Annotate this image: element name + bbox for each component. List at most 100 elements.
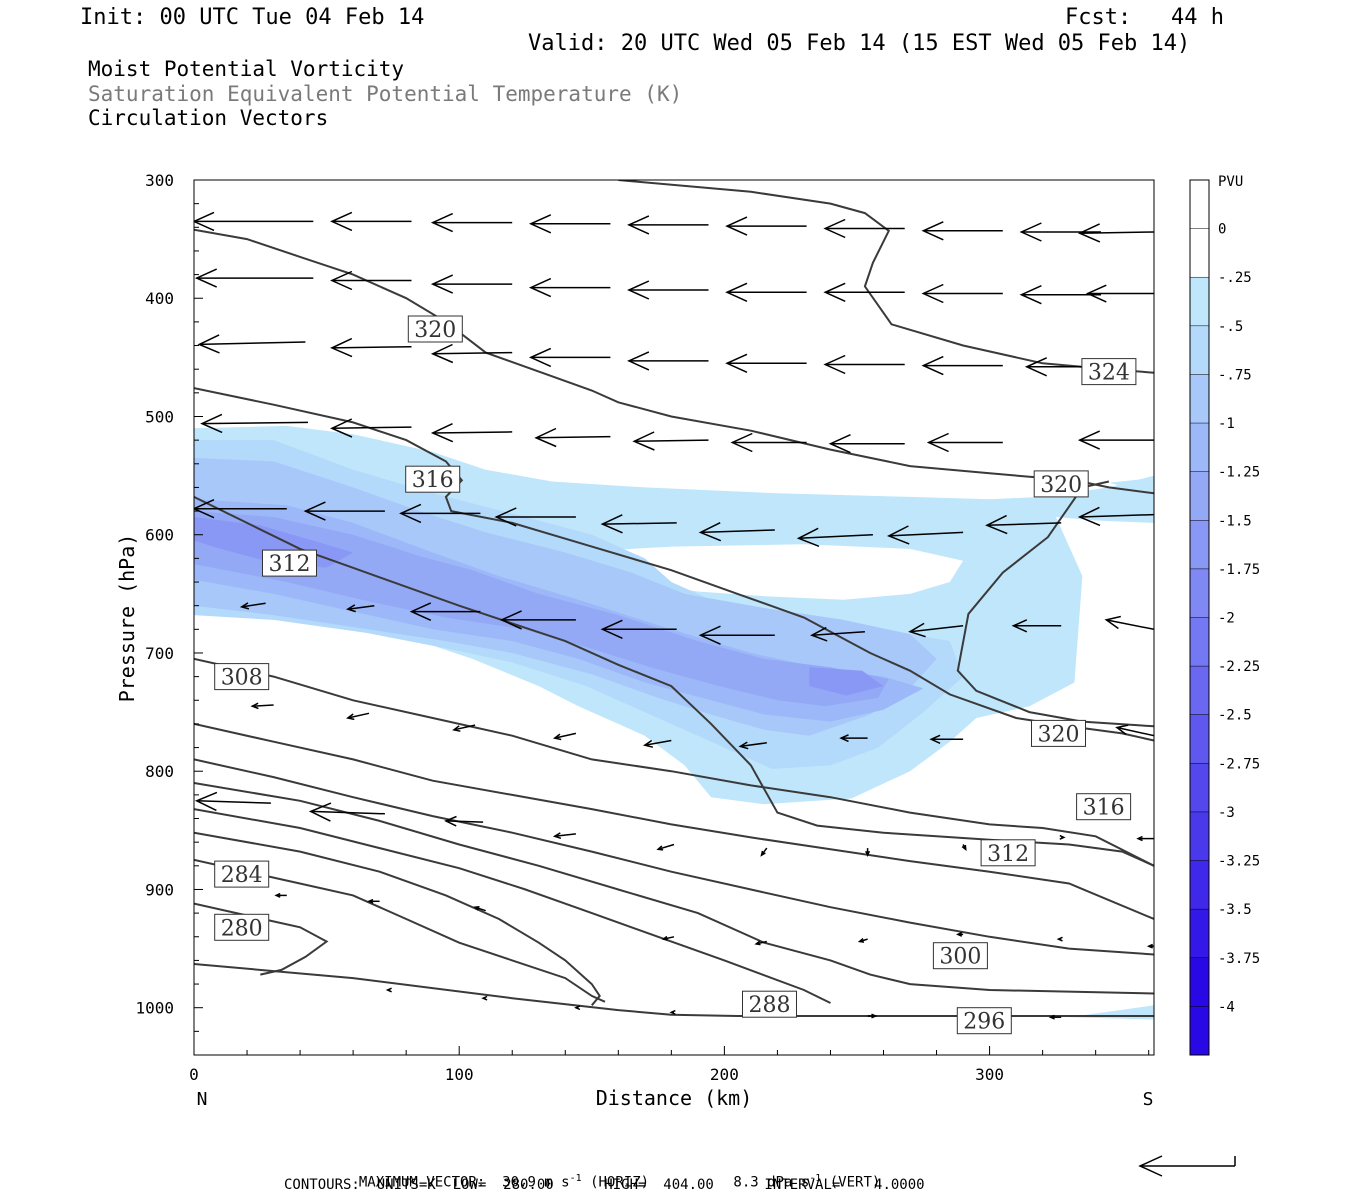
contour-label-text: 308 — [221, 666, 263, 691]
contour-label: 316 — [1076, 793, 1132, 821]
circulation-vector — [669, 1009, 676, 1015]
colorbar-label: -2 — [1218, 611, 1235, 627]
circulation-vector — [627, 351, 709, 371]
circulation-vector — [929, 734, 964, 744]
contour-label: 320 — [1033, 470, 1089, 498]
colorbar-label: -1.25 — [1218, 465, 1260, 481]
circulation-vector — [1077, 506, 1154, 527]
circulation-vector — [725, 216, 807, 236]
colorbar-swatch — [1190, 180, 1209, 230]
colorbar-label: -2.25 — [1218, 659, 1260, 675]
theta-contour-4 — [194, 722, 1154, 920]
horiz-exponent: -1 — [569, 1173, 582, 1184]
circulation-vector — [499, 610, 576, 630]
circulation-vector — [330, 211, 412, 232]
contour-label: 308 — [214, 663, 270, 691]
contour-label-text: 316 — [1083, 796, 1125, 821]
x-axis-label: Distance (km) — [596, 1086, 753, 1110]
circulation-vector — [661, 935, 675, 941]
circulation-vector — [600, 619, 677, 639]
circulation-vector — [738, 741, 767, 750]
circulation-vector — [698, 522, 775, 542]
horiz-unit: (HORIZ) — [590, 1174, 650, 1191]
contour-label-text: 320 — [1040, 473, 1082, 498]
vert-exponent: -1 — [809, 1173, 822, 1184]
colorbar-label: -2.5 — [1218, 708, 1252, 724]
circulation-vector — [1104, 615, 1154, 631]
circulation-vector — [754, 940, 767, 946]
colorbar-label: -2.75 — [1218, 756, 1260, 772]
contour-label: 312 — [262, 549, 317, 577]
colorbar-swatch — [1190, 666, 1209, 716]
circulation-vector — [926, 432, 1003, 453]
contour-label-text: 320 — [414, 318, 456, 343]
contour-label: 288 — [742, 990, 797, 1018]
circulation-vector — [250, 702, 274, 710]
colorbar-label: -3.75 — [1218, 951, 1260, 967]
circulation-vector — [600, 514, 677, 534]
circulation-vector — [574, 1005, 581, 1011]
theta-contour-13 — [956, 480, 1154, 728]
circulation-vector — [823, 282, 905, 302]
circulation-vector — [274, 892, 287, 898]
contour-label-text: 316 — [412, 468, 454, 493]
circulation-vector — [867, 1013, 878, 1019]
circulation-vector — [239, 602, 266, 610]
colorbar-label: -4 — [1218, 999, 1235, 1015]
theta-contour-5 — [194, 758, 1154, 956]
title-moist-pv: Moist Potential Vorticity — [88, 57, 405, 81]
contour-label: 324 — [1081, 358, 1137, 386]
theta-contour-12 — [618, 180, 1154, 374]
contour-label: 316 — [405, 465, 461, 493]
circulation-vector — [1019, 285, 1101, 305]
circulation-vector — [796, 527, 873, 547]
x-tick-label: 300 — [975, 1065, 1004, 1084]
theta-contour-11 — [194, 963, 1154, 1017]
contour-label-text: 300 — [939, 945, 981, 970]
y-tick-label: 400 — [145, 289, 174, 308]
contour-label-text: 288 — [749, 993, 791, 1018]
circulation-vector — [828, 434, 905, 454]
contour-label-text: 312 — [269, 552, 311, 577]
circulation-vector — [330, 270, 412, 291]
vert-unit: (VERT) — [829, 1174, 881, 1191]
x-tick-label: 200 — [710, 1065, 739, 1084]
circulation-vector — [839, 734, 868, 743]
circulation-vector — [1059, 834, 1066, 840]
circulation-vector — [656, 843, 675, 851]
x-tick-label: 0 — [189, 1065, 199, 1084]
colorbar-swatch — [1190, 520, 1209, 570]
contour-label-text: 312 — [987, 842, 1029, 867]
circulation-vector — [528, 277, 611, 298]
circulation-vector — [1077, 430, 1154, 450]
colorbar-swatch — [1190, 617, 1209, 667]
circulation-vector — [921, 283, 1003, 304]
circulation-vector — [642, 739, 672, 748]
circulation-vector — [194, 791, 271, 812]
colorbar-label: -3 — [1218, 805, 1235, 821]
colorbar-swatch — [1190, 957, 1209, 1007]
circulation-vector — [1011, 619, 1062, 633]
circulation-vector — [444, 815, 484, 827]
y-tick-label: 600 — [145, 526, 174, 545]
circulation-vector — [627, 280, 709, 300]
circulation-vector — [303, 501, 385, 521]
contour-label-text: 324 — [1088, 361, 1130, 386]
theta-contour-8 — [194, 831, 601, 1006]
circulation-vector — [725, 353, 807, 373]
contour-label: 300 — [932, 942, 988, 970]
circulation-vector — [308, 802, 385, 822]
pv-shade-9 — [809, 667, 884, 696]
circulation-vector — [886, 525, 964, 545]
circulation-vector — [473, 906, 486, 912]
circulation-vector — [430, 212, 513, 233]
contour-label: 312 — [980, 839, 1036, 867]
contour-label: 284 — [214, 860, 270, 888]
circulation-vector — [865, 848, 871, 858]
colorbar-swatch — [1190, 763, 1209, 813]
vert-vector-value: 8.3 dPa s — [733, 1174, 810, 1191]
circulation-vector — [908, 622, 964, 638]
y-tick-label: 800 — [145, 762, 174, 781]
circulation-vector — [725, 282, 807, 302]
